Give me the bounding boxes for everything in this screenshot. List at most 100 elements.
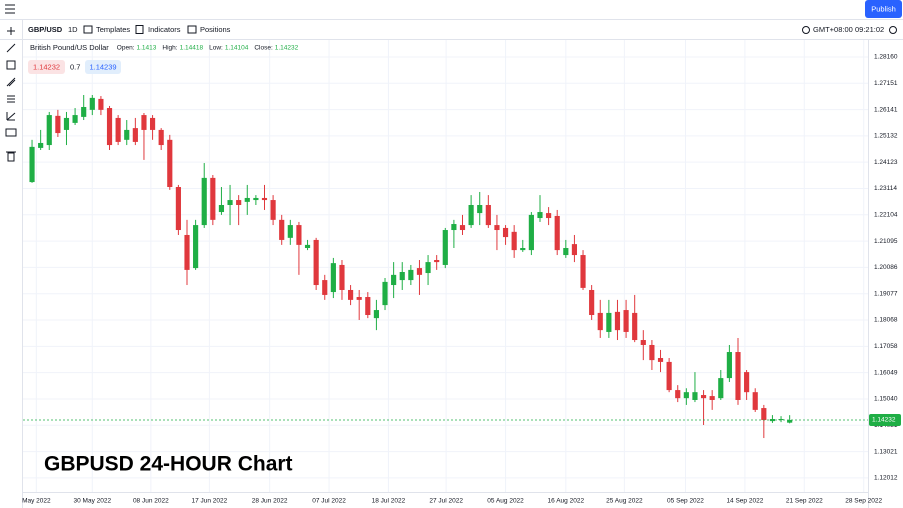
- x-tick-label: 18 Jul 2022: [372, 498, 406, 505]
- candle-body: [158, 129, 164, 146]
- y-tick-label: 1.12012: [874, 475, 898, 482]
- top-bar: Publish: [0, 0, 903, 20]
- positions[interactable]: Positions: [200, 25, 231, 34]
- x-tick-label: 14 Sep 2022: [726, 498, 763, 505]
- candle-body: [649, 344, 655, 361]
- candle-body: [520, 248, 526, 251]
- x-tick-label: 17 Jun 2022: [191, 498, 227, 505]
- candle-body: [55, 115, 61, 134]
- y-tick-label: 1.23114: [874, 185, 897, 192]
- candle-body: [787, 420, 793, 423]
- symbol-bar: GBP/USD 1D Templates Indicators Position…: [0, 25, 903, 40]
- candle-body: [339, 264, 345, 290]
- candle-body: [597, 312, 603, 331]
- candle-body: [494, 225, 500, 231]
- candle-body: [356, 297, 362, 300]
- bid-badge[interactable]: [28, 60, 65, 74]
- candle-body: [322, 280, 328, 295]
- candle-body: [614, 311, 621, 331]
- candle-body: [683, 392, 689, 399]
- ask-badge[interactable]: [85, 60, 121, 74]
- templates-icon[interactable]: [83, 25, 93, 34]
- y-tick-label: 1.22104: [874, 212, 898, 219]
- candle-body: [666, 361, 672, 391]
- indicators-icon[interactable]: [135, 25, 144, 34]
- candle-body: [718, 378, 724, 399]
- projection-tool[interactable]: [6, 112, 16, 121]
- pattern-tool[interactable]: [6, 77, 16, 87]
- candle-body: [218, 205, 225, 213]
- price-badge: [869, 414, 901, 427]
- candle-body: [477, 205, 483, 214]
- candle-body: [640, 340, 646, 345]
- publish-label[interactable]: Publish: [871, 4, 896, 13]
- candle-body: [511, 231, 517, 251]
- x-tick-label: 07 Jul 2022: [312, 498, 346, 505]
- crosshair-tool[interactable]: [7, 27, 15, 35]
- legend: British Pound/US Dollar 1.14232 0.7 1.14…: [28, 43, 299, 74]
- templates[interactable]: Templates: [96, 25, 130, 34]
- ask[interactable]: 1.14239: [89, 62, 116, 71]
- x-tick-label: May 2022: [22, 498, 51, 505]
- candle-body: [563, 248, 569, 256]
- candle-body: [442, 230, 448, 265]
- y-tick-label: 1.27151: [874, 80, 898, 87]
- candle-body: [29, 146, 35, 183]
- candle-body: [761, 408, 767, 421]
- positions-icon[interactable]: [187, 25, 197, 34]
- indicators[interactable]: Indicators: [148, 25, 181, 34]
- left-toolbar: [5, 20, 23, 508]
- interval[interactable]: 1D: [68, 25, 78, 34]
- candle-body: [632, 312, 638, 341]
- candle-body: [735, 352, 741, 400]
- candle-body: [38, 142, 44, 148]
- candle-body: [46, 115, 52, 146]
- candle-body: [744, 372, 750, 393]
- candle-body: [752, 392, 758, 410]
- axes: 1.120121.130211.140311.150401.160491.170…: [22, 40, 901, 508]
- candle-body: [98, 98, 104, 110]
- y-tick-label: 1.25132: [874, 133, 898, 140]
- candle-body: [571, 244, 578, 256]
- symbol[interactable]: GBP/USD: [28, 25, 63, 34]
- candle-body: [416, 268, 423, 275]
- candle-body: [485, 205, 491, 226]
- candle-body: [623, 310, 629, 332]
- legend-value: 1.14418: [180, 45, 204, 52]
- menu-icon[interactable]: [5, 4, 15, 14]
- candle-body: [365, 297, 371, 316]
- candle-body: [408, 269, 414, 281]
- candle-body: [657, 358, 664, 362]
- publish-button[interactable]: [865, 0, 902, 18]
- series-name: British Pound/US Dollar: [30, 43, 109, 52]
- candle-body: [141, 115, 147, 130]
- candle-body: [313, 239, 319, 286]
- globe-icon[interactable]: [802, 26, 810, 34]
- text-tool[interactable]: [5, 128, 17, 137]
- y-tick-label: 1.21095: [874, 238, 898, 245]
- candle-body: [700, 395, 707, 399]
- y-tick-label: 1.26141: [874, 106, 898, 113]
- y-tick-label: 1.20086: [874, 264, 898, 271]
- candle-body: [425, 262, 431, 274]
- shape-tool[interactable]: [6, 60, 16, 70]
- delete-tool[interactable]: [6, 151, 16, 162]
- candle-body: [502, 227, 509, 238]
- timezone[interactable]: GMT+08:00: [813, 25, 853, 34]
- fib-tool[interactable]: [7, 95, 15, 103]
- candle-body: [459, 225, 466, 231]
- settings-icon[interactable]: [889, 26, 897, 34]
- candle-body: [236, 200, 242, 206]
- candle-body: [537, 212, 543, 219]
- x-tick-label: 25 Aug 2022: [606, 498, 643, 505]
- candle-body: [193, 225, 199, 269]
- bid[interactable]: 1.14232: [33, 62, 60, 71]
- candle-body: [296, 225, 302, 245]
- spread: 0.7: [70, 62, 80, 71]
- y-tick-label: 1.18068: [874, 317, 898, 324]
- trend-line-tool[interactable]: [6, 43, 16, 53]
- candle-body: [72, 115, 78, 123]
- candle-body: [115, 117, 121, 142]
- candle-body: [399, 271, 405, 281]
